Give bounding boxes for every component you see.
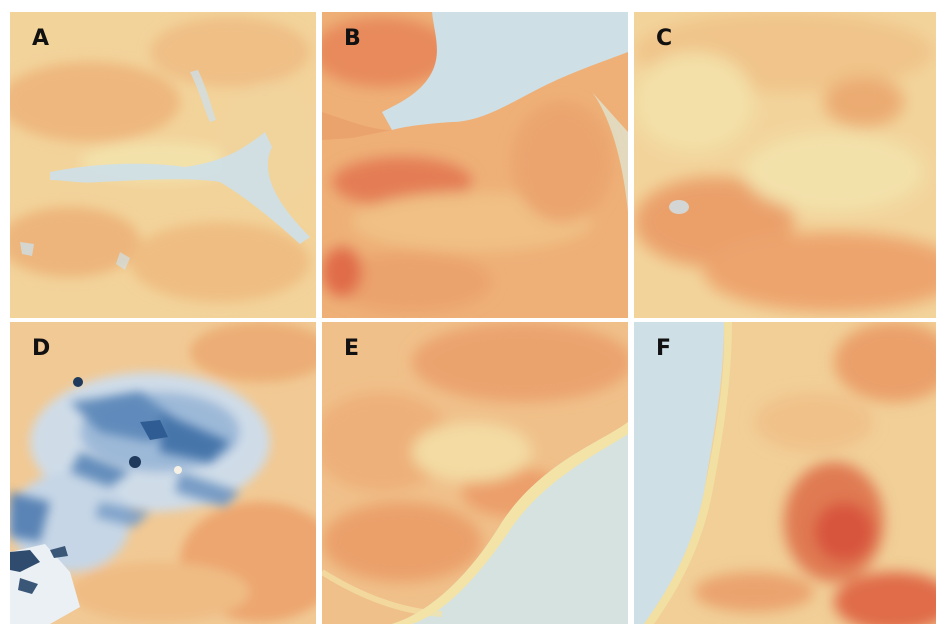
panel-e: E bbox=[322, 322, 628, 624]
panel-a-label: A bbox=[32, 26, 50, 51]
panel-a: A bbox=[10, 12, 316, 318]
panel-c-map bbox=[634, 12, 936, 318]
panel-b: B bbox=[322, 12, 628, 318]
panel-d-map bbox=[10, 322, 316, 624]
panel-b-label: B bbox=[344, 26, 362, 51]
panel-b-map bbox=[322, 12, 628, 318]
panel-e-label: E bbox=[344, 336, 360, 361]
panel-d-label: D bbox=[32, 336, 51, 361]
panel-a-map bbox=[10, 12, 316, 318]
panel-d: D bbox=[10, 322, 316, 624]
panel-f: F bbox=[634, 322, 936, 624]
panel-c: C bbox=[634, 12, 936, 318]
panel-e-map bbox=[322, 322, 628, 624]
panel-f-map bbox=[634, 322, 936, 624]
panel-f-label: F bbox=[656, 336, 672, 361]
panel-c-label: C bbox=[656, 26, 673, 51]
